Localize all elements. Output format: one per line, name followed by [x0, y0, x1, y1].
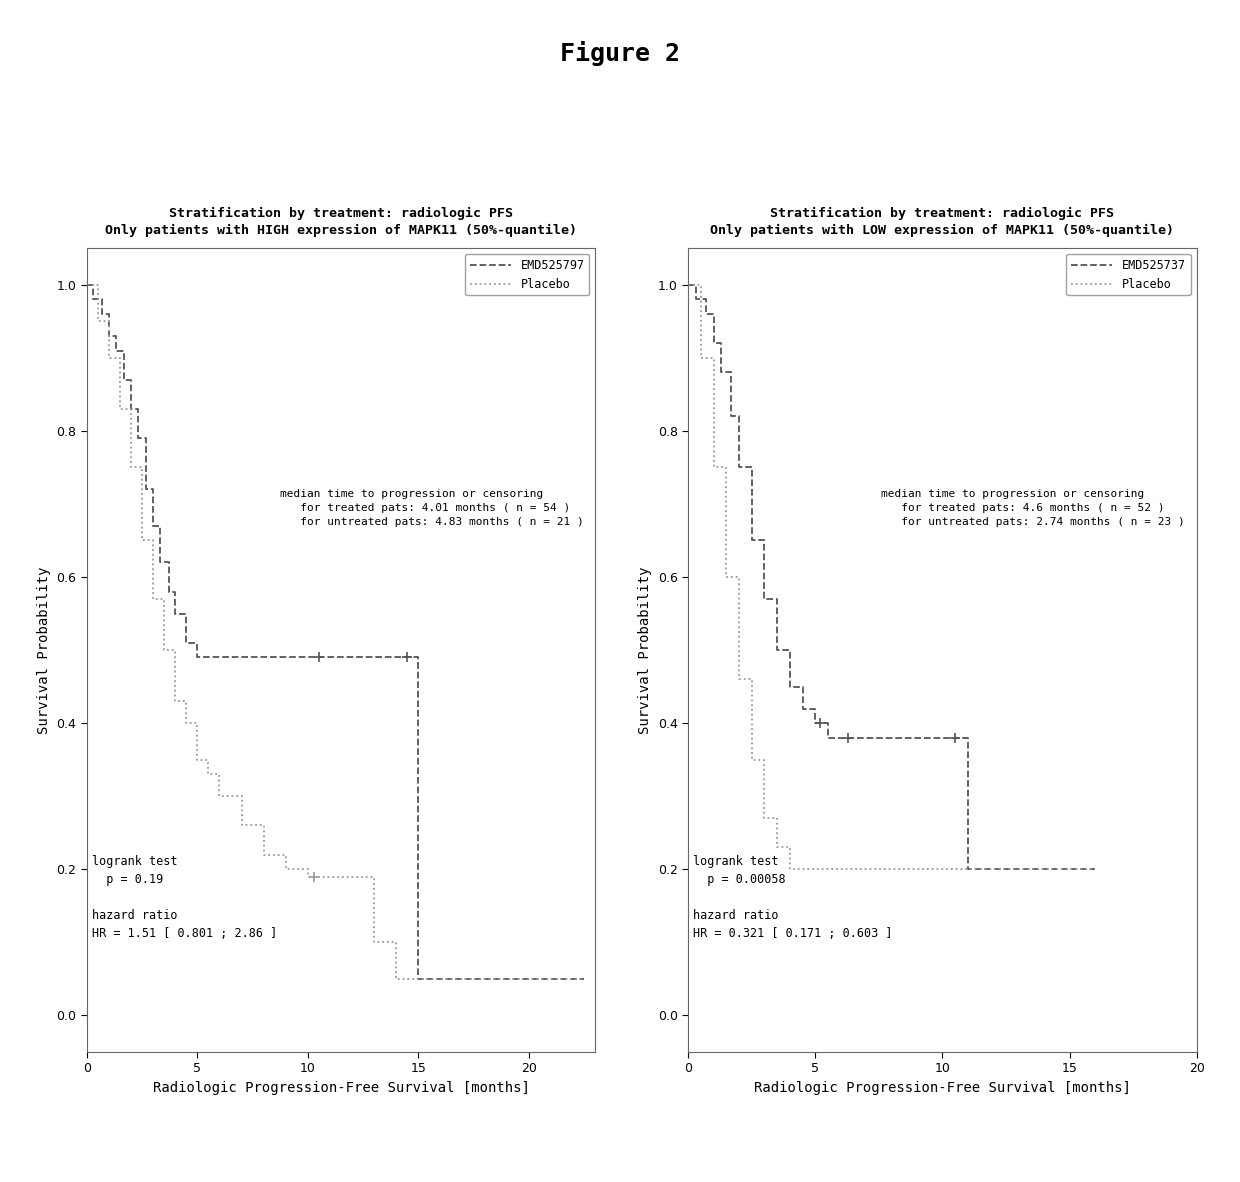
X-axis label: Radiologic Progression-Free Survival [months]: Radiologic Progression-Free Survival [mo… — [153, 1082, 529, 1095]
Text: logrank test
  p = 0.00058

hazard ratio
HR = 0.321 [ 0.171 ; 0.603 ]: logrank test p = 0.00058 hazard ratio HR… — [693, 855, 893, 940]
Y-axis label: Survival Probability: Survival Probability — [639, 566, 652, 734]
Title: Stratification by treatment: radiologic PFS
Only patients with HIGH expression o: Stratification by treatment: radiologic … — [105, 207, 577, 238]
Title: Stratification by treatment: radiologic PFS
Only patients with LOW expression of: Stratification by treatment: radiologic … — [711, 207, 1174, 238]
Legend: EMD525737, Placebo: EMD525737, Placebo — [1066, 254, 1190, 296]
Text: Figure 2: Figure 2 — [560, 41, 680, 66]
X-axis label: Radiologic Progression-Free Survival [months]: Radiologic Progression-Free Survival [mo… — [754, 1082, 1131, 1095]
Text: median time to progression or censoring
   for treated pats: 4.6 months ( n = 52: median time to progression or censoring … — [882, 489, 1185, 527]
Text: median time to progression or censoring
   for treated pats: 4.01 months ( n = 5: median time to progression or censoring … — [280, 489, 584, 527]
Text: logrank test
  p = 0.19

hazard ratio
HR = 1.51 [ 0.801 ; 2.86 ]: logrank test p = 0.19 hazard ratio HR = … — [92, 855, 277, 940]
Y-axis label: Survival Probability: Survival Probability — [37, 566, 51, 734]
Legend: EMD525797, Placebo: EMD525797, Placebo — [465, 254, 589, 296]
